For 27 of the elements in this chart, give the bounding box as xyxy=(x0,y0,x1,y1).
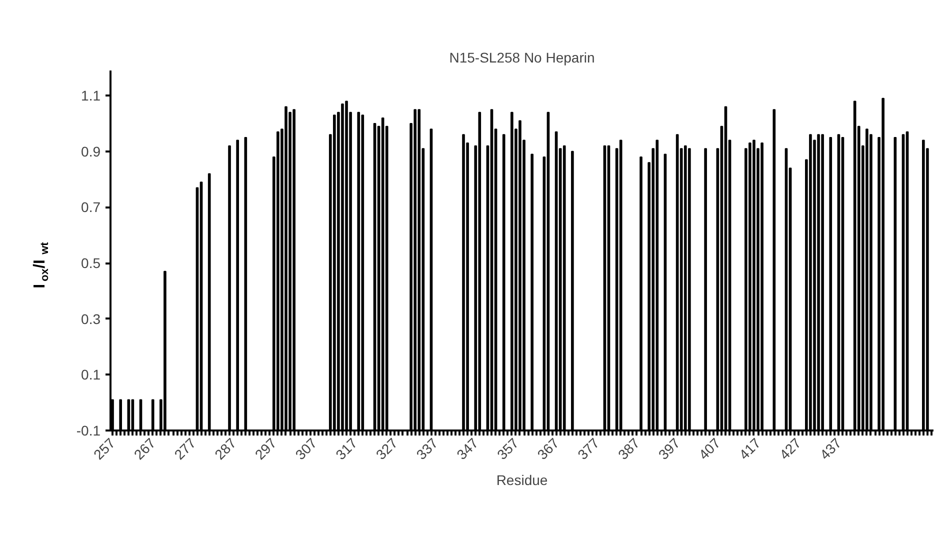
x-tick-label: 337 xyxy=(413,434,442,463)
x-tick-label: 437 xyxy=(816,434,844,463)
y-tick-label: 0.3 xyxy=(81,310,101,327)
y-tick-label: 0.7 xyxy=(81,199,101,216)
x-tick-label: 417 xyxy=(736,434,764,463)
chart-title: N15-SL258 No Heparin xyxy=(449,50,595,66)
y-tick-label: 1.1 xyxy=(81,88,101,104)
x-tick-label: 407 xyxy=(695,434,724,463)
x-tick-label: 267 xyxy=(130,434,159,463)
y-tick-label: 0.9 xyxy=(81,143,101,160)
y-axis-title: Iox/Iwt xyxy=(32,242,52,288)
x-tick-label: 297 xyxy=(252,434,280,463)
x-tick-label: 377 xyxy=(574,434,602,463)
x-tick-label: 327 xyxy=(372,434,401,463)
y-tick-label: 0.1 xyxy=(81,366,101,383)
x-tick-label: 397 xyxy=(655,434,684,463)
x-tick-label: 277 xyxy=(171,434,200,463)
x-axis-title: Residue xyxy=(496,472,548,488)
x-tick-label: 307 xyxy=(292,434,320,463)
x-tick-label: 427 xyxy=(776,434,804,463)
x-tick-label: 347 xyxy=(453,434,482,463)
x-tick-label: 357 xyxy=(494,434,522,463)
x-tick-label: 387 xyxy=(614,434,643,463)
x-tick-label: 287 xyxy=(211,434,240,463)
x-tick-label: 317 xyxy=(332,434,360,463)
y-tick-label: 0.5 xyxy=(81,255,101,272)
x-tick-label: 367 xyxy=(534,434,562,463)
